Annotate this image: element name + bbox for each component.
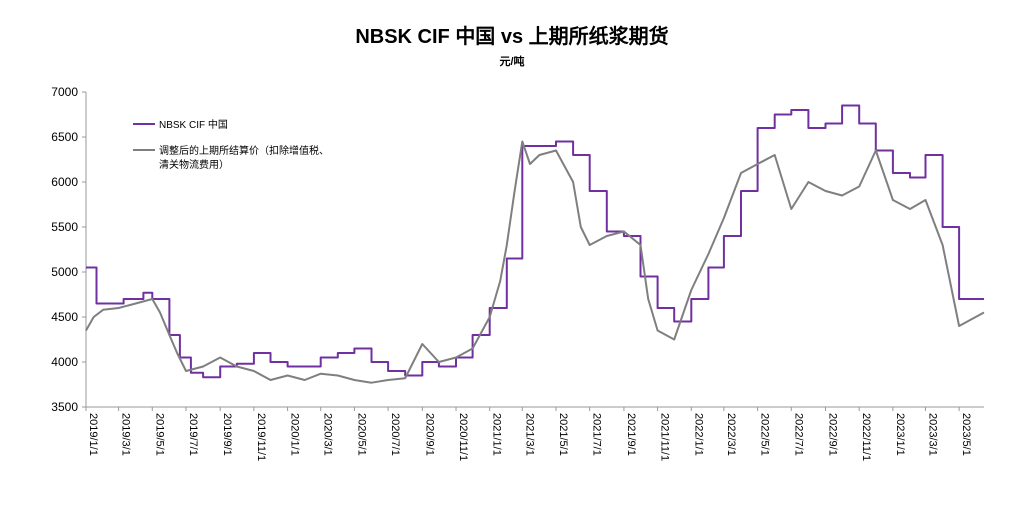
x-tick-label: 2021/11/1 (659, 413, 671, 461)
x-tick-label: 2022/11/1 (860, 413, 872, 461)
x-tick-label: 2019/5/1 (153, 413, 165, 456)
x-tick-label: 2021/1/1 (491, 413, 503, 456)
x-tick-label: 2022/9/1 (826, 413, 838, 456)
legend-label-2: 清关物流费用） (159, 158, 229, 171)
y-tick-label: 4000 (51, 355, 78, 369)
y-tick-label: 5000 (51, 265, 78, 279)
x-tick-label: 2020/7/1 (389, 413, 401, 456)
x-tick-label: 2022/7/1 (792, 413, 804, 456)
x-tick-label: 2019/11/1 (255, 413, 267, 461)
y-tick-label: 3500 (51, 400, 78, 414)
y-tick-label: 4500 (51, 310, 78, 324)
series-line-2 (85, 140, 985, 384)
x-tick-label: 2021/9/1 (625, 413, 637, 456)
x-tick-label: 2019/3/1 (120, 413, 132, 456)
x-tick-label: 2023/1/1 (894, 413, 906, 456)
chart-unit-label: 元/吨 (499, 56, 525, 68)
x-tick-label: 2019/9/1 (221, 413, 233, 456)
legend-label-1: NBSK CIF 中国 (159, 118, 228, 131)
y-tick-label: 5500 (51, 220, 78, 234)
x-tick-label: 2019/1/1 (87, 413, 99, 456)
y-tick-label: 6500 (51, 130, 78, 144)
y-tick-label: 7000 (51, 85, 78, 99)
legend-label-2: 调整后的上期所结算价（扣除增值税、 (159, 144, 329, 157)
x-tick-label: 2023/5/1 (960, 413, 972, 456)
x-tick-label: 2022/3/1 (725, 413, 737, 456)
chart-series-group (85, 104, 985, 384)
x-tick-label: 2020/3/1 (322, 413, 334, 456)
x-tick-label: 2022/1/1 (692, 413, 704, 456)
x-tick-label: 2020/5/1 (355, 413, 367, 456)
series-line-1 (86, 104, 984, 379)
x-tick-label: 2020/11/1 (457, 413, 469, 461)
x-tick-label: 2020/9/1 (423, 413, 435, 456)
x-tick-label: 2021/5/1 (557, 413, 569, 456)
chart-title: NBSK CIF 中国 vs 上期所纸浆期货 (355, 26, 669, 48)
y-tick-label: 6000 (51, 175, 78, 189)
x-tick-label: 2022/5/1 (759, 413, 771, 456)
chart-axes: 3500 4000 4500 5000 5500 6000 6500 7000 2019/1/1… (51, 85, 984, 461)
x-tick-label: 2021/3/1 (523, 413, 535, 456)
x-tick-label: 2020/1/1 (289, 413, 301, 456)
x-tick-label: 2021/7/1 (591, 413, 603, 456)
x-tick-label: 2023/3/1 (926, 413, 938, 456)
x-tick-label: 2019/7/1 (187, 413, 199, 456)
